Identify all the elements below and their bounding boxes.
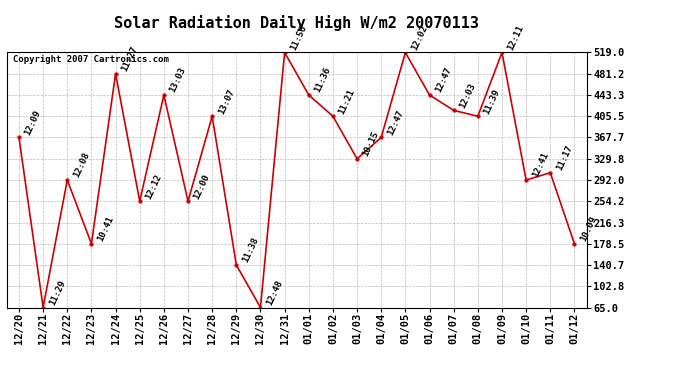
Text: 11:17: 11:17 [555, 144, 574, 172]
Text: 11:36: 11:36 [313, 66, 333, 94]
Text: 12:47: 12:47 [434, 66, 453, 94]
Text: 12:02: 12:02 [410, 24, 429, 52]
Text: Copyright 2007 Cartronics.com: Copyright 2007 Cartronics.com [12, 55, 168, 64]
Text: 11:38: 11:38 [241, 236, 260, 264]
Text: 11:56: 11:56 [289, 24, 308, 52]
Text: 11:39: 11:39 [482, 87, 502, 116]
Text: 12:47: 12:47 [386, 108, 405, 137]
Text: 10:41: 10:41 [96, 215, 115, 243]
Text: Solar Radiation Daily High W/m2 20070113: Solar Radiation Daily High W/m2 20070113 [115, 15, 479, 31]
Text: 11:29: 11:29 [48, 279, 67, 307]
Text: 12:09: 12:09 [23, 108, 43, 137]
Text: 11:21: 11:21 [337, 87, 357, 116]
Text: 13:07: 13:07 [217, 87, 236, 116]
Text: 11:27: 11:27 [120, 45, 139, 73]
Text: 13:03: 13:03 [168, 66, 188, 94]
Text: 12:12: 12:12 [144, 172, 164, 201]
Text: 10:09: 10:09 [579, 215, 598, 243]
Text: 12:41: 12:41 [531, 151, 550, 179]
Text: 10:15: 10:15 [362, 130, 381, 158]
Text: 12:48: 12:48 [265, 279, 284, 307]
Text: 12:08: 12:08 [72, 151, 91, 179]
Text: 12:11: 12:11 [506, 24, 526, 52]
Text: 12:00: 12:00 [193, 172, 212, 201]
Text: 12:03: 12:03 [458, 81, 477, 110]
